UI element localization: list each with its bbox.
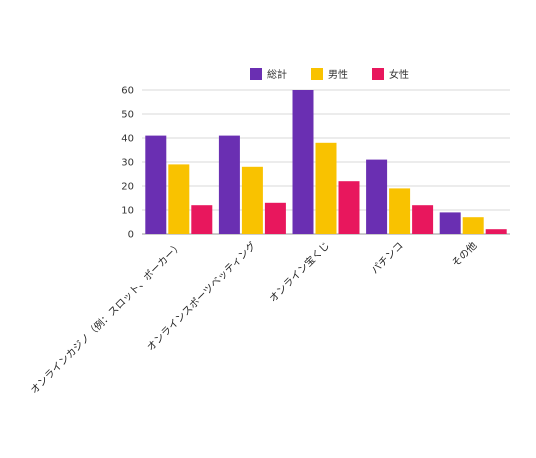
y-tick-label-6: 60 xyxy=(121,86,134,97)
bar-3-1 xyxy=(389,188,411,234)
x-category-label-3: パチンコ xyxy=(369,240,406,277)
bar-2-2 xyxy=(338,181,360,234)
x-category-label-0: オンラインカジノ（例：スロット、ポーカー） xyxy=(28,239,185,396)
legend-swatch-2 xyxy=(372,68,384,80)
bar-3-0 xyxy=(366,159,388,234)
y-tick-label-2: 20 xyxy=(121,182,134,193)
bar-4-0 xyxy=(439,212,461,234)
bar-3-2 xyxy=(412,205,434,234)
y-tick-label-3: 30 xyxy=(121,158,134,169)
y-tick-label-0: 0 xyxy=(128,230,134,241)
bar-1-0 xyxy=(218,135,240,234)
x-axis-labels: オンラインカジノ（例：スロット、ポーカー）オンラインスポーツベッティング オンライ… xyxy=(28,239,480,396)
y-tick-label-4: 40 xyxy=(121,134,134,145)
bars xyxy=(145,90,507,234)
bar-2-1 xyxy=(315,142,337,234)
legend-swatch-1 xyxy=(311,68,323,80)
legend-label-1: 男性 xyxy=(328,68,348,81)
x-category-label-4: その他 xyxy=(449,239,479,269)
bar-2-0 xyxy=(292,90,314,234)
bar-1-2 xyxy=(264,202,286,234)
legend: 総計 男性 女性 xyxy=(250,68,409,81)
y-tick-label-5: 50 xyxy=(121,110,134,121)
x-category-label-2: オンライン宝くじ xyxy=(266,239,332,305)
legend-label-0: 総計 xyxy=(267,68,287,81)
bar-0-2 xyxy=(191,205,213,234)
y-axis-ticks: 0 10 20 30 40 50 60 xyxy=(121,86,134,241)
legend-label-2: 女性 xyxy=(389,68,409,81)
y-tick-label-1: 10 xyxy=(121,206,134,217)
bar-0-1 xyxy=(168,164,190,234)
legend-swatch-0 xyxy=(250,68,262,80)
bar-1-1 xyxy=(241,166,263,234)
bar-4-2 xyxy=(485,229,507,234)
bar-0-0 xyxy=(145,135,167,234)
bar-4-1 xyxy=(462,217,484,234)
